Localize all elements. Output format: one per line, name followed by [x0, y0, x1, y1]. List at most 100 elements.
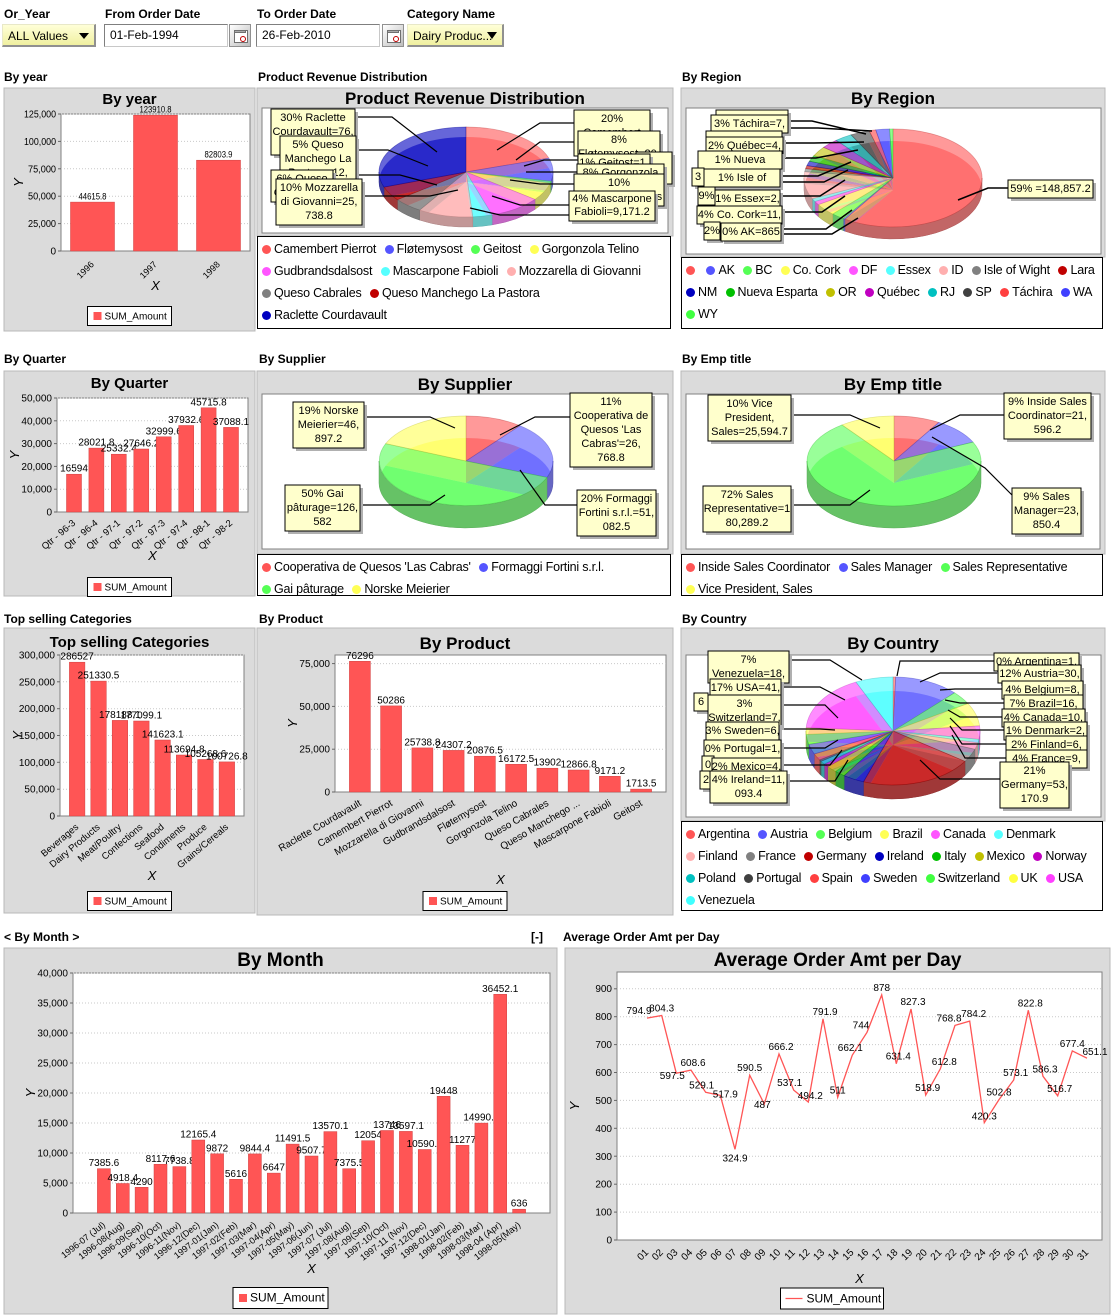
- svg-text:5% Queso: 5% Queso: [292, 139, 343, 151]
- svg-text:529.1: 529.1: [689, 1080, 714, 1091]
- svg-text:420.3: 420.3: [972, 1112, 997, 1123]
- svg-text:4% Belgium=8,: 4% Belgium=8,: [1005, 684, 1079, 696]
- svg-text:100,000: 100,000: [24, 137, 56, 148]
- svg-text:597.5: 597.5: [660, 1071, 685, 1082]
- svg-text:50,000: 50,000: [21, 394, 52, 405]
- svg-text:800: 800: [595, 1012, 612, 1023]
- svg-text:791.9: 791.9: [812, 1007, 837, 1018]
- svg-text:878: 878: [873, 983, 890, 994]
- svg-text:10,000: 10,000: [37, 1149, 68, 1160]
- svg-text:6: 6: [698, 696, 704, 708]
- svg-text:50286: 50286: [377, 695, 405, 706]
- svg-text:36452.1: 36452.1: [482, 984, 519, 995]
- svg-text:7375.5: 7375.5: [334, 1158, 365, 1169]
- svg-text:573.1: 573.1: [1003, 1068, 1028, 1079]
- svg-text:12866.8: 12866.8: [561, 760, 598, 771]
- svg-text:Germany=53,: Germany=53,: [1001, 779, 1068, 791]
- svg-text:pâturage=126,: pâturage=126,: [287, 502, 358, 514]
- svg-text:Y: Y: [11, 177, 26, 187]
- svg-text:By year: By year: [102, 91, 156, 108]
- svg-text:4% Ireland=11,: 4% Ireland=11,: [712, 774, 786, 786]
- svg-text:897.2: 897.2: [315, 433, 343, 445]
- svg-text:516.7: 516.7: [1047, 1084, 1072, 1095]
- svg-text:30,000: 30,000: [37, 1029, 68, 1040]
- svg-text:SUM_Amount: SUM_Amount: [105, 897, 167, 908]
- svg-text:37088.1: 37088.1: [213, 417, 250, 428]
- svg-text:15,000: 15,000: [37, 1119, 68, 1130]
- svg-text:Average Order Amt per Day: Average Order Amt per Day: [714, 950, 962, 971]
- svg-text:0: 0: [46, 508, 52, 519]
- svg-text:582: 582: [313, 516, 331, 528]
- svg-text:11491.5: 11491.5: [275, 1134, 311, 1145]
- svg-text:30% Raclette: 30% Raclette: [280, 112, 345, 124]
- svg-text:125,000: 125,000: [24, 110, 56, 121]
- svg-text:662.1: 662.1: [838, 1043, 863, 1054]
- svg-text:27646.2: 27646.2: [123, 439, 160, 450]
- svg-text:3%: 3%: [737, 698, 753, 710]
- svg-text:82803.9: 82803.9: [205, 150, 233, 160]
- svg-text:Y: Y: [23, 1087, 38, 1097]
- svg-text:400: 400: [595, 1124, 612, 1135]
- svg-text:784.2: 784.2: [961, 1009, 986, 1020]
- svg-text:50% Gai: 50% Gai: [301, 488, 343, 500]
- svg-text:76296: 76296: [346, 651, 374, 662]
- svg-text:10,000: 10,000: [21, 485, 52, 496]
- svg-text:12054: 12054: [354, 1130, 382, 1141]
- svg-text:Meierier=46,: Meierier=46,: [298, 419, 359, 431]
- svg-text:100: 100: [595, 1208, 612, 1219]
- svg-text:500: 500: [595, 1096, 612, 1107]
- svg-text:By Country: By Country: [847, 634, 939, 653]
- svg-text:4% Canada=10,: 4% Canada=10,: [1004, 712, 1083, 724]
- svg-text:59% =148,857.2: 59% =148,857.2: [1010, 183, 1090, 195]
- svg-text:286527: 286527: [60, 652, 94, 663]
- svg-text:Y: Y: [567, 1100, 582, 1110]
- svg-text:80,289.2: 80,289.2: [726, 517, 769, 529]
- svg-text:738.8: 738.8: [305, 210, 333, 222]
- svg-text:324.9: 324.9: [722, 1153, 747, 1164]
- svg-text:600: 600: [595, 1068, 612, 1079]
- svg-text:By Region: By Region: [851, 89, 935, 108]
- svg-text:X: X: [150, 278, 161, 293]
- svg-text:170.9: 170.9: [1021, 793, 1049, 805]
- svg-text:9872: 9872: [206, 1143, 229, 1154]
- svg-text:4918.4: 4918.4: [108, 1173, 139, 1184]
- svg-text:100726.8: 100726.8: [206, 751, 248, 762]
- svg-text:11277: 11277: [449, 1135, 477, 1146]
- svg-text:0: 0: [49, 812, 55, 823]
- svg-text:4290: 4290: [130, 1177, 153, 1188]
- svg-text:518.9: 518.9: [915, 1083, 940, 1094]
- svg-text:25,000: 25,000: [299, 745, 330, 756]
- svg-text:SUM_Amount: SUM_Amount: [440, 897, 502, 908]
- svg-text:105268.6: 105268.6: [185, 749, 227, 760]
- svg-text:21%: 21%: [1023, 765, 1045, 777]
- svg-text:2%: 2%: [704, 225, 720, 237]
- svg-text:30,000: 30,000: [21, 439, 52, 450]
- svg-text:113694.8: 113694.8: [164, 745, 205, 756]
- svg-text:75,000: 75,000: [299, 659, 330, 670]
- svg-text:0% AK=865: 0% AK=865: [722, 226, 780, 238]
- svg-text:13570.1: 13570.1: [312, 1121, 349, 1132]
- svg-text:Top selling Categories: Top selling Categories: [50, 634, 210, 651]
- svg-text:75,000: 75,000: [28, 164, 56, 175]
- svg-text:596.2: 596.2: [1034, 424, 1062, 436]
- svg-text:11%: 11%: [600, 396, 621, 408]
- svg-text:7%: 7%: [741, 654, 757, 666]
- svg-text:494.2: 494.2: [798, 1091, 823, 1102]
- svg-text:Coordinator=21,: Coordinator=21,: [1008, 410, 1087, 422]
- svg-text:177099.1: 177099.1: [120, 711, 162, 722]
- svg-text:20876.5: 20876.5: [467, 746, 504, 757]
- svg-text:822.8: 822.8: [1018, 998, 1043, 1009]
- svg-text:1% Denmark=2,: 1% Denmark=2,: [1006, 725, 1085, 737]
- svg-text:X: X: [495, 872, 506, 887]
- svg-text:744: 744: [853, 1020, 870, 1031]
- svg-text:Venezuela=18,: Venezuela=18,: [712, 668, 785, 680]
- svg-text:35,000: 35,000: [37, 999, 68, 1010]
- svg-text:2: 2: [703, 774, 709, 786]
- svg-text:45715.8: 45715.8: [191, 397, 228, 408]
- svg-text:9%: 9%: [699, 190, 715, 202]
- svg-text:608.6: 608.6: [680, 1058, 705, 1069]
- svg-text:50,000: 50,000: [28, 192, 56, 203]
- svg-text:4% Co. Cork=11,: 4% Co. Cork=11,: [698, 209, 781, 221]
- svg-text:X: X: [854, 1271, 865, 1286]
- svg-text:7% Brazil=16,: 7% Brazil=16,: [1009, 698, 1077, 710]
